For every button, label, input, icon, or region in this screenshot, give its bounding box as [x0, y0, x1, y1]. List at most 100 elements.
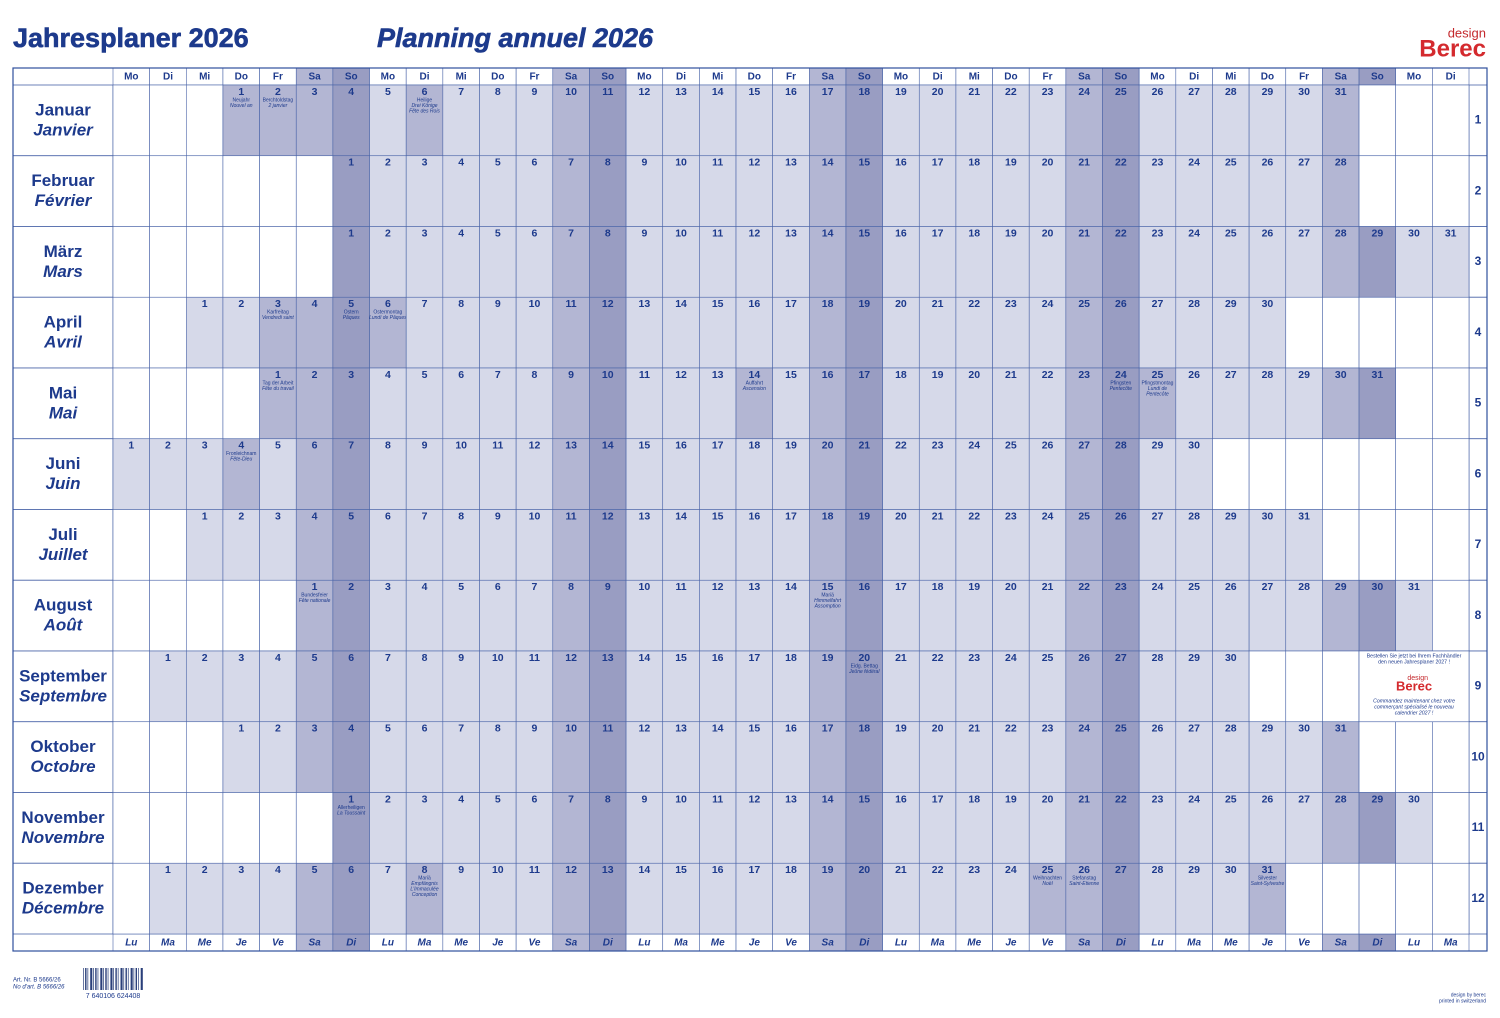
day-cell	[735, 650, 773, 723]
month-number: 9	[1475, 679, 1482, 693]
day-number: 1	[275, 369, 281, 381]
day-number: 11	[712, 157, 723, 169]
day-cell	[369, 509, 407, 581]
day-number: 23	[932, 440, 944, 452]
day-cell	[772, 84, 810, 157]
day-cell	[1248, 579, 1287, 652]
day-number: 9	[495, 510, 501, 522]
weekday-de: So	[601, 72, 614, 83]
day-number: 15	[675, 864, 687, 876]
day-number: 19	[822, 864, 834, 876]
day-number: 21	[858, 440, 870, 452]
day-number: 16	[749, 298, 761, 310]
day-number: 12	[749, 157, 761, 169]
day-number: 23	[1005, 510, 1017, 522]
day-cell	[1358, 367, 1397, 440]
holiday-text: Weihnachten	[1033, 876, 1062, 882]
article-de: Art. Nr. B 5666/26	[13, 978, 61, 984]
day-cell	[405, 721, 444, 793]
day-cell	[1065, 84, 1103, 157]
ad-box	[1358, 650, 1470, 723]
day-number: 8	[532, 369, 538, 381]
day-cell	[332, 792, 370, 864]
day-number: 14	[822, 227, 834, 239]
day-number: 14	[639, 652, 651, 664]
day-number: 13	[639, 510, 651, 522]
day-number: 8	[422, 652, 428, 664]
barcode-bar	[87, 968, 89, 990]
day-number: 11	[602, 723, 613, 735]
day-number: 26	[1188, 369, 1200, 381]
day-number: 25	[1078, 298, 1090, 310]
day-number: 2	[202, 864, 208, 876]
day-number: 19	[858, 510, 870, 522]
day-cell	[442, 84, 480, 157]
holiday-text: Heilige	[417, 97, 433, 103]
month-label-cell	[12, 650, 114, 723]
day-number: 29	[1372, 227, 1384, 239]
day-number: 14	[749, 369, 761, 381]
day-number: 10	[529, 298, 541, 310]
holiday-text: Fronleichnam	[226, 451, 256, 457]
day-number: 20	[895, 510, 907, 522]
day-number: 2	[385, 793, 391, 805]
logo: Berec	[1419, 35, 1486, 62]
day-cell	[552, 438, 590, 510]
day-number: 26	[1225, 581, 1237, 593]
day-cell	[149, 721, 187, 793]
day-number: 4	[458, 793, 464, 805]
weekday-de: Sa	[1335, 72, 1348, 83]
day-number: 27	[1115, 864, 1127, 876]
day-cell	[1322, 155, 1360, 227]
holiday-text: Saint-Etienne	[1069, 881, 1099, 887]
day-number: 17	[785, 510, 797, 522]
day-cell	[369, 579, 407, 652]
day-number: 2	[275, 723, 281, 735]
day-number: 27	[1188, 86, 1200, 98]
day-cell	[222, 155, 260, 227]
day-cell	[405, 155, 444, 227]
day-number: 19	[785, 440, 797, 452]
month-fr: Août	[43, 616, 84, 635]
barcode-bar	[117, 968, 119, 990]
barcode-number: 7 640106 624408	[86, 993, 141, 1000]
day-cell	[149, 792, 187, 864]
day-number: 15	[858, 227, 870, 239]
holiday-text: La Toussaint	[337, 810, 366, 816]
day-cell	[149, 438, 187, 510]
day-cell	[112, 721, 150, 793]
weekday-fr: Ve	[529, 938, 541, 949]
day-cell	[845, 438, 883, 510]
day-cell	[295, 792, 334, 864]
day-cell	[772, 367, 810, 440]
day-number: 21	[932, 298, 944, 310]
day-cell	[992, 367, 1030, 440]
day-cell	[1358, 226, 1397, 298]
day-number: 27	[1115, 652, 1127, 664]
day-number: 11	[529, 652, 540, 664]
day-number: 17	[858, 369, 870, 381]
barcode-bar	[127, 968, 129, 990]
day-number: 7	[422, 298, 428, 310]
weekday-fr: Lu	[895, 938, 907, 949]
ad-logo: Berec	[1396, 678, 1432, 693]
day-cell	[479, 721, 517, 793]
day-cell	[369, 296, 407, 369]
day-number: 26	[1078, 864, 1090, 876]
day-number: 9	[532, 86, 538, 98]
day-cell	[1028, 862, 1067, 935]
day-cell	[295, 509, 334, 581]
holiday-text: Fête-Dieu	[230, 457, 252, 463]
weekday-fr: Me	[967, 938, 981, 949]
day-number: 18	[895, 369, 907, 381]
month-number: 8	[1475, 608, 1482, 622]
holiday-text: Pentecôte	[1146, 391, 1169, 397]
day-cell	[515, 84, 554, 157]
day-cell	[149, 226, 187, 298]
weekday-de: Di	[676, 72, 686, 83]
weekday-fr: Je	[1262, 938, 1274, 949]
day-number: 20	[822, 440, 834, 452]
month-label-cell	[12, 792, 114, 864]
barcode-bar	[90, 968, 93, 990]
day-number: 11	[675, 581, 686, 593]
